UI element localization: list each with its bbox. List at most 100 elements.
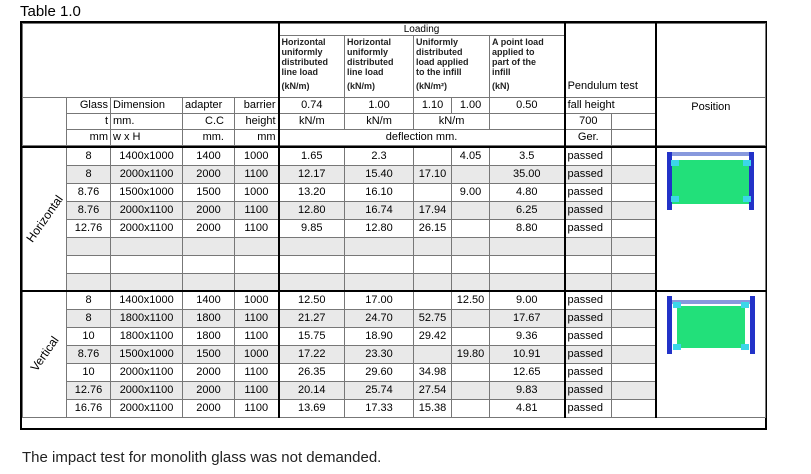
pendulum-result-cell: passed (564, 182, 612, 202)
table-row: 8.76 1500x1000 1500 1000 17.22 23.30 19.80 10.9… (23, 344, 766, 364)
dimension-header-wxh: w x H (110, 129, 183, 146)
defl-3-cell: 26.15 (413, 218, 452, 238)
glass-t-cell: 8.76 (66, 200, 111, 220)
empty-cell (611, 362, 657, 382)
load-col-1: Horizontal uniformly distributed line load(… (278, 35, 346, 98)
defl-2-cell: 18.90 (344, 326, 414, 346)
adapter-cell: 2000 (182, 362, 235, 382)
defl-1-cell: 1.65 (278, 146, 345, 166)
clamp (742, 196, 751, 202)
point-load-cell: 9.83 (489, 380, 566, 400)
dimension-cell: 2000x1100 (110, 200, 183, 220)
glass-panel (670, 160, 749, 204)
defl-1-cell: 12.80 (278, 200, 345, 220)
pendulum-result-cell: passed (564, 362, 612, 382)
glass-t-cell: 8 (66, 146, 111, 166)
table-row: 10 1800x1100 1800 1100 15.75 18.90 29.42 9.36 pa… (23, 326, 766, 346)
dimension-cell: 1400x1000 (110, 290, 183, 310)
dimension-header-mm: mm. (110, 113, 183, 130)
table-row: 10 2000x1100 2000 1100 26.35 29.60 34.98 12.65 p… (23, 362, 766, 382)
defl-1-cell: 9.85 (278, 218, 345, 238)
clamp (742, 160, 751, 166)
deflection-label: deflection mm. (278, 129, 566, 146)
table-row: 8.76 2000x1100 2000 1100 12.80 16.74 17.94 6.25… (23, 200, 766, 220)
pendulum-result-cell: passed (564, 308, 612, 328)
pendulum-result-cell: passed (564, 164, 612, 184)
pendulum-label: Pendulum test (564, 23, 657, 98)
point-load-cell: 4.81 (489, 398, 566, 418)
empty-cell (611, 236, 657, 256)
defl-4-cell (451, 308, 490, 328)
barrier-cell: 1100 (234, 164, 280, 184)
right-post (748, 152, 754, 210)
defl-2-cell: 15.40 (344, 164, 414, 184)
dimension-cell: 1800x1100 (110, 308, 183, 328)
load-unit-1: kN/m (278, 113, 346, 130)
top-rail (668, 152, 753, 156)
clamp (672, 344, 681, 350)
defl-3-cell: 34.98 (413, 362, 452, 382)
defl-1-cell: 17.22 (278, 344, 345, 364)
defl-4-cell (451, 362, 490, 382)
table-row: 8 1800x1100 1800 1100 21.27 24.70 52.75 17.67 pa… (23, 308, 766, 328)
defl-2-cell: 29.60 (344, 362, 414, 382)
clamp (740, 344, 749, 350)
barrier-cell: 1000 (234, 146, 280, 166)
empty-cell (611, 218, 657, 238)
dimension-cell: 1800x1100 (110, 326, 183, 346)
empty-cell (611, 272, 657, 292)
table-title: Table 1.0 (20, 3, 81, 20)
barrier-cell (234, 272, 280, 292)
orientation-cell: Horizontal (22, 146, 67, 292)
defl-1-cell: 13.69 (278, 398, 345, 418)
fall-height-value: 700 (564, 113, 613, 130)
table-row (23, 272, 766, 292)
point-load-cell: 10.91 (489, 344, 566, 364)
defl-3-cell: 15.38 (413, 398, 452, 418)
defl-4-cell (451, 236, 490, 256)
adapter-cell: 2000 (182, 164, 235, 184)
dimension-cell (110, 272, 183, 292)
empty-cell (611, 290, 657, 310)
pendulum-result-cell (564, 236, 612, 256)
load-col-3: Uniformly distributed load applied to the i… (413, 35, 491, 98)
adapter-cell: 1500 (182, 182, 235, 202)
adapter-cell: 2000 (182, 218, 235, 238)
load-value-4: 1.00 (451, 97, 491, 114)
left-post (666, 152, 672, 210)
adapter-cell: 1400 (182, 146, 235, 166)
defl-1-cell: 13.20 (278, 182, 345, 202)
pendulum-result-cell: passed (564, 290, 612, 310)
defl-3-cell (413, 344, 452, 364)
defl-2-cell (344, 272, 414, 292)
load-col-2: Horizontal uniformly distributed line load(… (344, 35, 415, 98)
defl-3-cell: 17.10 (413, 164, 452, 184)
point-load-cell: 3.5 (489, 146, 566, 166)
defl-2-cell: 17.00 (344, 290, 414, 310)
point-load-cell: 6.25 (489, 200, 566, 220)
dimension-cell (110, 254, 183, 274)
table-row: 12.76 2000x1100 2000 1100 20.14 25.74 27.54 9.8… (23, 380, 766, 400)
defl-4-cell: 12.50 (451, 290, 490, 310)
pendulum-result-cell: passed (564, 326, 612, 346)
results-table: Loading Pendulum test Horizontal uniforml… (21, 23, 767, 146)
load-unit-3: kN/m (413, 113, 491, 130)
vertical-position-diagram (666, 296, 755, 354)
defl-2-cell: 12.80 (344, 218, 414, 238)
dimension-header: Dimension (110, 97, 183, 114)
empty-cell (611, 398, 657, 418)
defl-3-cell: 17.94 (413, 200, 452, 220)
barrier-cell: 1000 (234, 182, 280, 202)
empty-cell (611, 308, 657, 328)
clamp (670, 196, 679, 202)
dimension-cell: 2000x1100 (110, 164, 183, 184)
point-load-cell (489, 254, 566, 274)
barrier-cell: 1100 (234, 326, 280, 346)
glass-t-cell (66, 236, 111, 256)
barrier-cell: 1100 (234, 308, 280, 328)
table-row: 8 2000x1100 2000 1100 12.17 15.40 17.10 35.00 pa… (23, 164, 766, 184)
defl-1-cell (278, 236, 345, 256)
barrier-cell: 1100 (234, 380, 280, 400)
ger-label: Ger. (564, 129, 613, 146)
pendulum-result-cell: passed (564, 398, 612, 418)
